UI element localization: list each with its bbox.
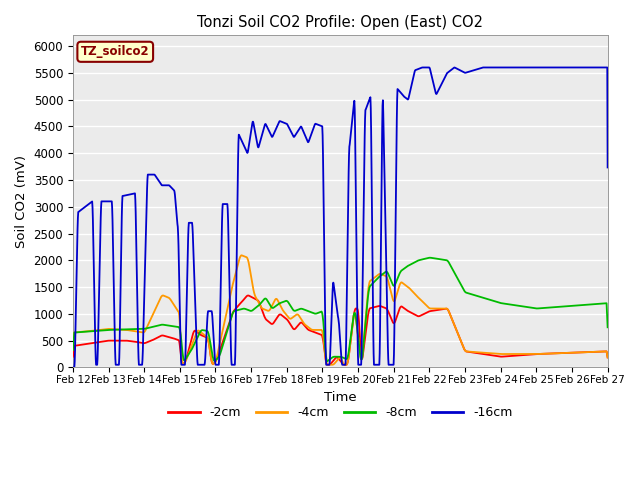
- X-axis label: Time: Time: [324, 391, 356, 404]
- Y-axis label: Soil CO2 (mV): Soil CO2 (mV): [15, 155, 28, 248]
- Title: Tonzi Soil CO2 Profile: Open (East) CO2: Tonzi Soil CO2 Profile: Open (East) CO2: [197, 15, 483, 30]
- Legend: -2cm, -4cm, -8cm, -16cm: -2cm, -4cm, -8cm, -16cm: [163, 401, 517, 424]
- Text: TZ_soilco2: TZ_soilco2: [81, 45, 150, 58]
